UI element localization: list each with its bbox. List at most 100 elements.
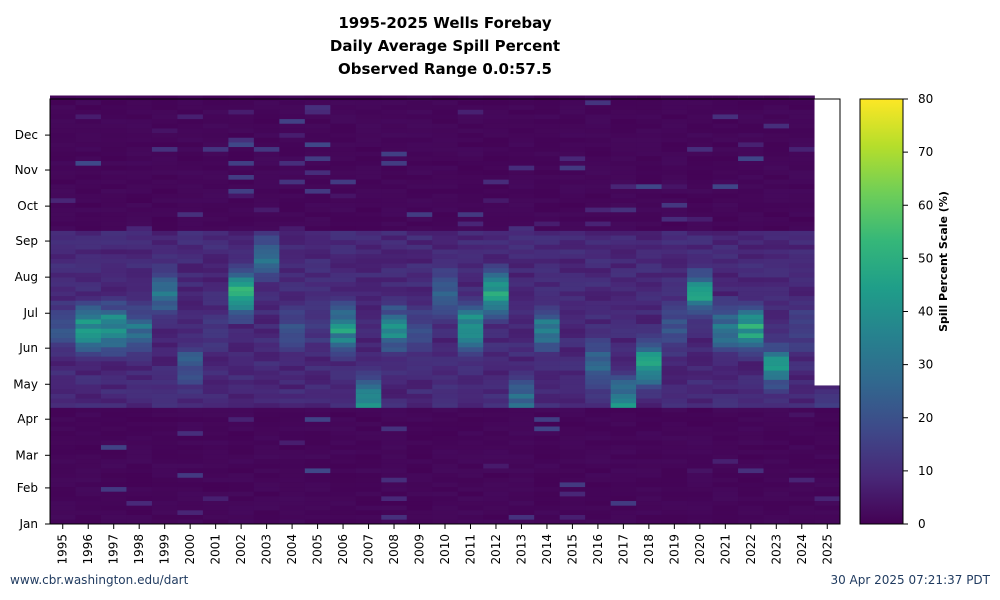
heatmap-cell bbox=[202, 281, 229, 287]
heatmap-cell bbox=[712, 491, 739, 497]
heatmap-cell bbox=[661, 314, 688, 320]
heatmap-cell bbox=[75, 202, 102, 208]
heatmap-cell bbox=[202, 347, 229, 352]
heatmap-cell bbox=[304, 398, 331, 404]
heatmap-cell bbox=[50, 426, 76, 432]
heatmap-cell bbox=[687, 132, 713, 138]
heatmap-cell bbox=[534, 109, 560, 115]
heatmap-cell bbox=[559, 295, 586, 301]
heatmap-cell bbox=[253, 449, 280, 455]
heatmap-cell bbox=[279, 356, 306, 362]
heatmap-cell bbox=[279, 211, 306, 217]
heatmap-cell bbox=[738, 239, 764, 245]
heatmap-cell bbox=[508, 486, 535, 492]
heatmap-cell bbox=[687, 300, 713, 306]
heatmap-cell bbox=[585, 365, 611, 371]
heatmap-cell bbox=[100, 170, 127, 175]
heatmap-cell bbox=[432, 342, 459, 348]
heatmap-cell bbox=[457, 449, 484, 455]
heatmap-cell bbox=[330, 160, 357, 166]
heatmap-cell bbox=[687, 291, 713, 297]
heatmap-cell bbox=[508, 351, 535, 357]
heatmap-cell bbox=[483, 356, 510, 362]
heatmap-cell bbox=[457, 514, 484, 520]
heatmap-cell bbox=[50, 407, 76, 413]
heatmap-cell bbox=[177, 458, 204, 464]
heatmap-cell bbox=[253, 225, 280, 231]
heatmap-cell bbox=[585, 435, 611, 441]
heatmap-cell bbox=[228, 388, 255, 394]
heatmap-cell bbox=[151, 104, 178, 110]
heatmap-cell bbox=[636, 388, 662, 394]
heatmap-cell bbox=[636, 472, 662, 478]
heatmap-cell bbox=[661, 239, 688, 245]
heatmap-cell bbox=[202, 244, 229, 250]
heatmap-cell bbox=[279, 244, 306, 250]
heatmap-cell bbox=[100, 211, 127, 217]
heatmap-cell bbox=[483, 337, 510, 343]
heatmap-cell bbox=[789, 114, 815, 120]
heatmap-cell bbox=[279, 388, 306, 394]
heatmap-cell bbox=[559, 454, 586, 460]
heatmap-cell bbox=[534, 137, 560, 143]
footer-site-link[interactable]: www.cbr.washington.edu/dart bbox=[10, 573, 189, 587]
heatmap-cell bbox=[508, 211, 535, 217]
heatmap-cell bbox=[355, 309, 382, 315]
heatmap-cell bbox=[457, 333, 484, 338]
heatmap-cell bbox=[304, 347, 331, 352]
heatmap-cell bbox=[457, 184, 484, 189]
heatmap-cell bbox=[559, 351, 586, 357]
heatmap-cell bbox=[457, 277, 484, 283]
heatmap-cell bbox=[483, 360, 510, 366]
heatmap-cell bbox=[50, 267, 76, 273]
heatmap-cell bbox=[279, 263, 306, 269]
heatmap-cell bbox=[457, 491, 484, 497]
heatmap-cell bbox=[50, 440, 76, 446]
y-tick-label: Aug bbox=[15, 270, 38, 284]
heatmap-cell bbox=[585, 95, 611, 101]
heatmap-cell bbox=[355, 170, 382, 175]
heatmap-cell bbox=[75, 407, 102, 413]
heatmap-cell bbox=[712, 472, 739, 478]
heatmap-cell bbox=[330, 109, 357, 115]
heatmap-cell bbox=[75, 435, 102, 441]
heatmap-cell bbox=[457, 295, 484, 301]
heatmap-cell bbox=[508, 309, 535, 315]
heatmap-cell bbox=[661, 202, 688, 208]
heatmap-cell bbox=[789, 416, 815, 422]
heatmap-cell bbox=[50, 170, 76, 175]
heatmap-cell bbox=[432, 388, 459, 394]
heatmap-cell bbox=[610, 347, 637, 352]
heatmap-cell bbox=[177, 128, 204, 134]
heatmap-cell bbox=[712, 295, 739, 301]
heatmap-cell bbox=[330, 393, 357, 399]
heatmap-cell bbox=[381, 193, 408, 199]
heatmap-cell bbox=[330, 170, 357, 175]
heatmap-cell bbox=[585, 328, 611, 334]
heatmap-cell bbox=[202, 463, 229, 469]
x-tick-label: 1997 bbox=[107, 534, 121, 565]
heatmap-cell bbox=[406, 496, 433, 502]
heatmap-column-2006 bbox=[330, 95, 357, 525]
heatmap-cell bbox=[483, 100, 510, 106]
heatmap-cell bbox=[661, 398, 688, 404]
heatmap-cell bbox=[126, 258, 153, 264]
heatmap-cell bbox=[687, 165, 713, 171]
heatmap-cell bbox=[559, 202, 586, 208]
heatmap-cell bbox=[738, 221, 764, 227]
heatmap-cell bbox=[100, 333, 127, 338]
heatmap-cell bbox=[304, 235, 331, 241]
heatmap-cell bbox=[508, 216, 535, 222]
heatmap-cell bbox=[100, 184, 127, 189]
heatmap-cell bbox=[559, 114, 586, 120]
heatmap-cell bbox=[610, 216, 637, 222]
heatmap-cell bbox=[406, 388, 433, 394]
heatmap-cell bbox=[228, 468, 255, 474]
heatmap-cell bbox=[687, 402, 713, 408]
heatmap-cell bbox=[534, 496, 560, 502]
heatmap-cell bbox=[483, 188, 510, 194]
heatmap-cell bbox=[610, 230, 637, 236]
heatmap-cell bbox=[585, 211, 611, 217]
heatmap-cell bbox=[228, 393, 255, 399]
heatmap-cell bbox=[534, 253, 560, 259]
